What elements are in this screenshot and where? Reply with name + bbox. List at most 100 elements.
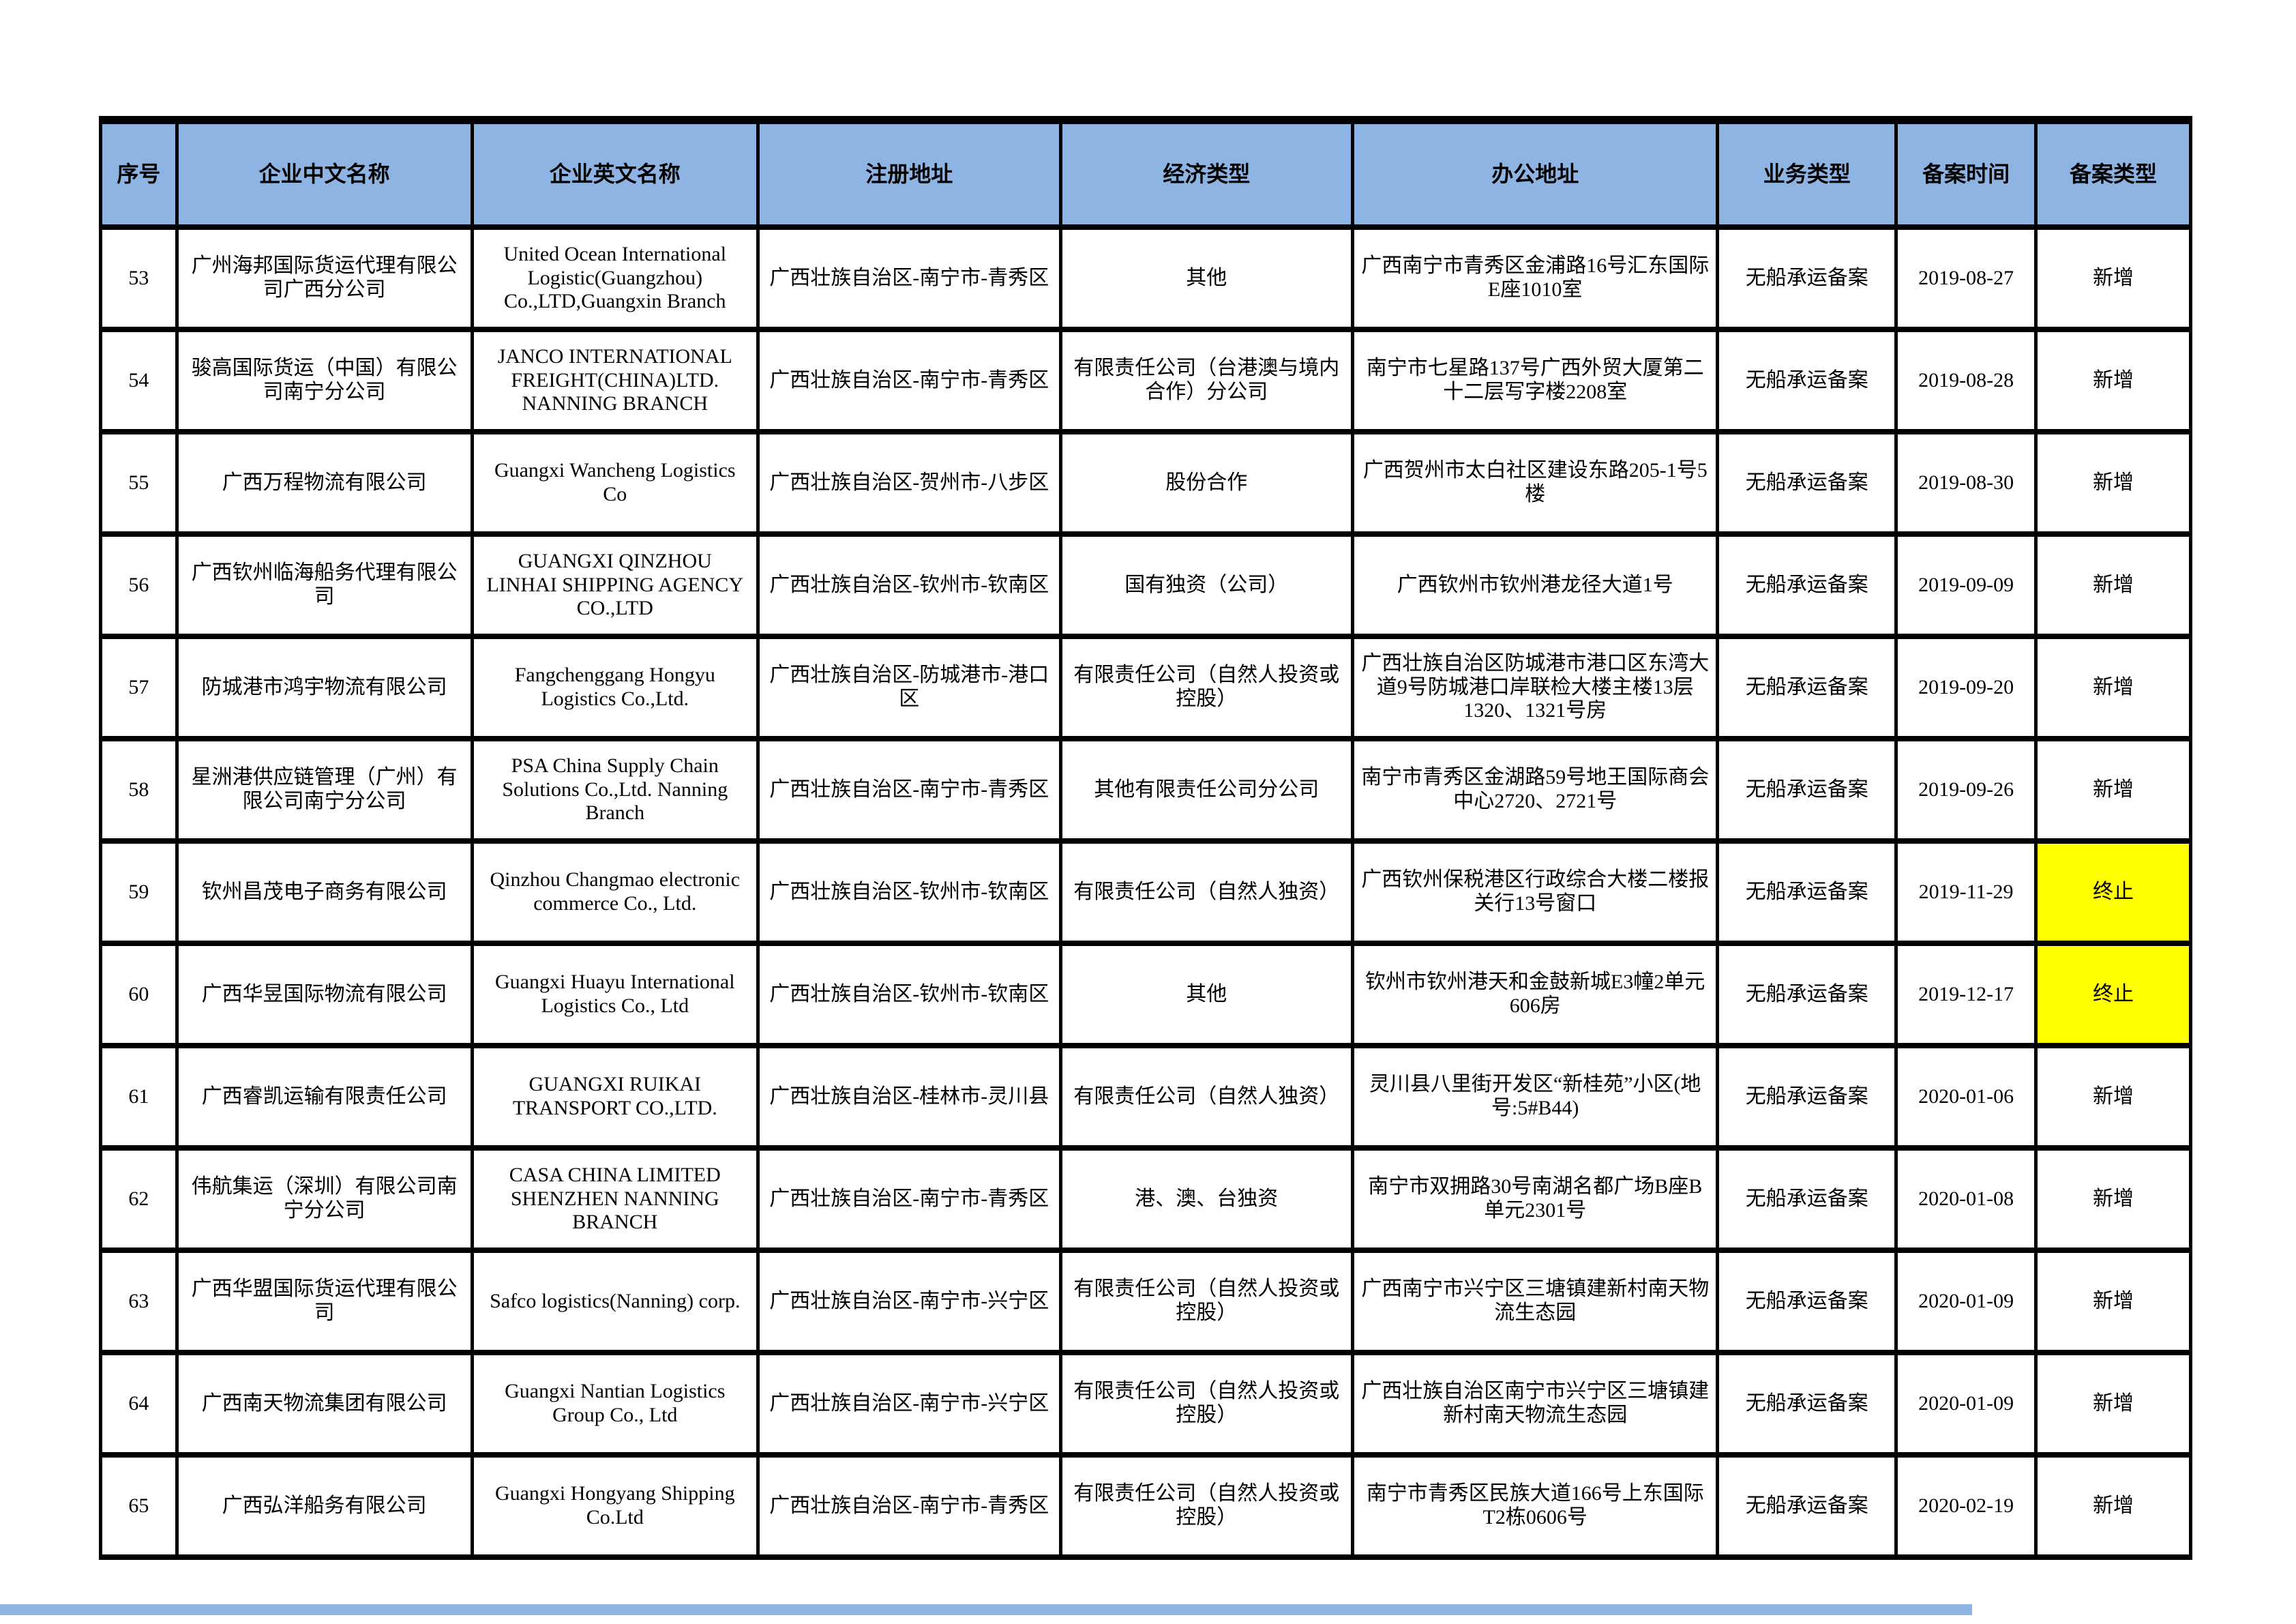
cell-registered-addr: 广西壮族自治区-贺州市-八步区: [760, 434, 1062, 531]
cell-record-date: 2019-09-09: [1898, 537, 2038, 634]
cell-company-cn-name: 广西南天物流集团有限公司: [179, 1355, 474, 1452]
cell-record-date: 2019-09-20: [1898, 639, 2038, 736]
cell-office-addr: 广西壮族自治区南宁市兴宁区三塘镇建新村南天物流生态园: [1354, 1355, 1720, 1452]
header-business-type: 业务类型: [1719, 124, 1898, 224]
cell-record-type: 终止: [2038, 844, 2189, 941]
table-row: 61 广西睿凯运输有限责任公司 GUANGXI RUIKAI TRANSPORT…: [102, 1048, 2189, 1151]
cell-company-cn-name: 广西钦州临海船务代理有限公司: [179, 537, 474, 634]
cell-office-addr: 南宁市青秀区民族大道166号上东国际T2栋0606号: [1354, 1458, 1720, 1554]
cell-business-type: 无船承运备案: [1719, 741, 1898, 838]
cell-company-en-name: Guangxi Nantian Logistics Group Co., Ltd: [474, 1355, 760, 1452]
cell-registered-addr: 广西壮族自治区-南宁市-青秀区: [760, 1151, 1062, 1247]
cell-record-date: 2020-01-09: [1898, 1253, 2038, 1350]
cell-company-cn-name: 广西睿凯运输有限责任公司: [179, 1048, 474, 1145]
cell-economic-type: 有限责任公司（自然人独资）: [1062, 844, 1354, 941]
cell-office-addr: 广西壮族自治区防城港市港口区东湾大道9号防城港口岸联检大楼主楼13层1320、1…: [1354, 639, 1720, 736]
table-header-row: 序号 企业中文名称 企业英文名称 注册地址 经济类型 办公地址 业务类型 备案时…: [102, 124, 2189, 230]
cell-serial-number: 58: [102, 741, 179, 838]
header-company-cn-name: 企业中文名称: [178, 124, 474, 224]
header-record-date: 备案时间: [1898, 124, 2038, 224]
cell-company-en-name: Qinzhou Changmao electronic commerce Co.…: [474, 844, 760, 941]
cell-company-en-name: GUANGXI RUIKAI TRANSPORT CO.,LTD.: [474, 1048, 760, 1145]
cell-business-type: 无船承运备案: [1719, 639, 1898, 736]
header-office-addr: 办公地址: [1354, 124, 1720, 224]
cell-company-en-name: United Ocean International Logistic(Guan…: [474, 230, 760, 327]
cell-serial-number: 63: [102, 1253, 179, 1350]
cell-serial-number: 64: [102, 1355, 179, 1452]
cell-record-type: 新增: [2093, 675, 2134, 698]
cell-registered-addr: 广西壮族自治区-桂林市-灵川县: [760, 1048, 1062, 1145]
table-row: 58 星洲港供应链管理（广州）有限公司南宁分公司 PSA China Suppl…: [102, 741, 2189, 844]
cell-office-addr: 广西南宁市兴宁区三塘镇建新村南天物流生态园: [1354, 1253, 1720, 1350]
cell-company-cn-name: 星洲港供应链管理（广州）有限公司南宁分公司: [179, 741, 474, 838]
cell-registered-addr: 广西壮族自治区-南宁市-青秀区: [760, 1458, 1062, 1554]
footer-blue-bar: [0, 1604, 1972, 1615]
cell-economic-type: 有限责任公司（自然人投资或控股）: [1062, 1253, 1354, 1350]
cell-office-addr: 灵川县八里街开发区“新桂苑”小区(地号:5#B44): [1354, 1048, 1720, 1145]
table-row: 63 广西华盟国际货运代理有限公司 Safco logistics(Nannin…: [102, 1253, 2189, 1355]
table-row: 59 钦州昌茂电子商务有限公司 Qinzhou Changmao electro…: [102, 844, 2189, 946]
table-row: 62 伟航集运（深圳）有限公司南宁分公司 CASA CHINA LIMITED …: [102, 1151, 2189, 1253]
cell-company-cn-name: 广西弘洋船务有限公司: [179, 1458, 474, 1554]
cell-company-en-name: PSA China Supply Chain Solutions Co.,Ltd…: [474, 741, 760, 838]
header-record-type: 备案类型: [2038, 124, 2189, 224]
cell-registered-addr: 广西壮族自治区-南宁市-青秀区: [760, 741, 1062, 838]
table-row: 55 广西万程物流有限公司 Guangxi Wancheng Logistics…: [102, 434, 2189, 537]
cell-record-type: 新增: [2093, 368, 2134, 392]
cell-serial-number: 60: [102, 946, 179, 1043]
cell-record-date: 2020-01-09: [1898, 1355, 2038, 1452]
cell-business-type: 无船承运备案: [1719, 946, 1898, 1043]
cell-registered-addr: 广西壮族自治区-南宁市-青秀区: [760, 332, 1062, 429]
cell-office-addr: 广西南宁市青秀区金浦路16号汇东国际E座1010室: [1354, 230, 1720, 327]
cell-economic-type: 有限责任公司（自然人投资或控股）: [1062, 639, 1354, 736]
cell-economic-type: 有限责任公司（自然人独资）: [1062, 1048, 1354, 1145]
cell-company-en-name: JANCO INTERNATIONAL FREIGHT(CHINA)LTD. N…: [474, 332, 760, 429]
cell-record-date: 2019-08-30: [1898, 434, 2038, 531]
cell-company-cn-name: 骏高国际货运（中国）有限公司南宁分公司: [179, 332, 474, 429]
cell-record-date: 2019-11-29: [1898, 844, 2038, 941]
cell-record-date: 2020-02-19: [1898, 1458, 2038, 1554]
cell-serial-number: 54: [102, 332, 179, 429]
cell-record-date: 2019-12-17: [1898, 946, 2038, 1043]
cell-business-type: 无船承运备案: [1719, 844, 1898, 941]
cell-record-type: 新增: [2093, 266, 2134, 289]
cell-serial-number: 56: [102, 537, 179, 634]
cell-business-type: 无船承运备案: [1719, 332, 1898, 429]
cell-company-en-name: Guangxi Wancheng Logistics Co: [474, 434, 760, 531]
cell-business-type: 无船承运备案: [1719, 1253, 1898, 1350]
cell-business-type: 无船承运备案: [1719, 434, 1898, 531]
cell-serial-number: 62: [102, 1151, 179, 1247]
cell-serial-number: 59: [102, 844, 179, 941]
header-company-en-name: 企业英文名称: [473, 124, 760, 224]
cell-economic-type: 其他有限责任公司分公司: [1062, 741, 1354, 838]
cell-business-type: 无船承运备案: [1719, 1458, 1898, 1554]
cell-company-en-name: Guangxi Huayu International Logistics Co…: [474, 946, 760, 1043]
cell-registered-addr: 广西壮族自治区-钦州市-钦南区: [760, 946, 1062, 1043]
table-row: 57 防城港市鸿宇物流有限公司 Fangchenggang Hongyu Log…: [102, 639, 2189, 741]
cell-record-type: 新增: [2093, 1187, 2134, 1210]
cell-record-type: 新增: [2093, 778, 2134, 801]
cell-record-type: 终止: [2038, 946, 2189, 1043]
cell-office-addr: 广西钦州市钦州港龙径大道1号: [1354, 537, 1720, 634]
cell-registered-addr: 广西壮族自治区-南宁市-青秀区: [760, 230, 1062, 327]
cell-record-type: 新增: [2093, 573, 2134, 596]
cell-record-date: 2019-08-28: [1898, 332, 2038, 429]
cell-record-date: 2019-08-27: [1898, 230, 2038, 327]
header-serial-number: 序号: [102, 124, 179, 224]
cell-record-type: 新增: [2093, 1391, 2134, 1415]
cell-economic-type: 有限责任公司（自然人投资或控股）: [1062, 1458, 1354, 1554]
cell-serial-number: 65: [102, 1458, 179, 1554]
table-body: 53 广州海邦国际货运代理有限公司广西分公司 United Ocean Inte…: [102, 230, 2189, 1560]
cell-company-en-name: Fangchenggang Hongyu Logistics Co.,Ltd.: [474, 639, 760, 736]
cell-company-cn-name: 广州海邦国际货运代理有限公司广西分公司: [179, 230, 474, 327]
table-row: 65 广西弘洋船务有限公司 Guangxi Hongyang Shipping …: [102, 1458, 2189, 1560]
cell-company-en-name: CASA CHINA LIMITED SHENZHEN NANNING BRAN…: [474, 1151, 760, 1247]
cell-economic-type: 股份合作: [1062, 434, 1354, 531]
cell-record-type: 新增: [2093, 1084, 2134, 1108]
table-row: 60 广西华昱国际物流有限公司 Guangxi Huayu Internatio…: [102, 946, 2189, 1048]
cell-office-addr: 广西贺州市太白社区建设东路205-1号5楼: [1354, 434, 1720, 531]
cell-company-cn-name: 广西华昱国际物流有限公司: [179, 946, 474, 1043]
cell-business-type: 无船承运备案: [1719, 1048, 1898, 1145]
cell-company-cn-name: 广西华盟国际货运代理有限公司: [179, 1253, 474, 1350]
